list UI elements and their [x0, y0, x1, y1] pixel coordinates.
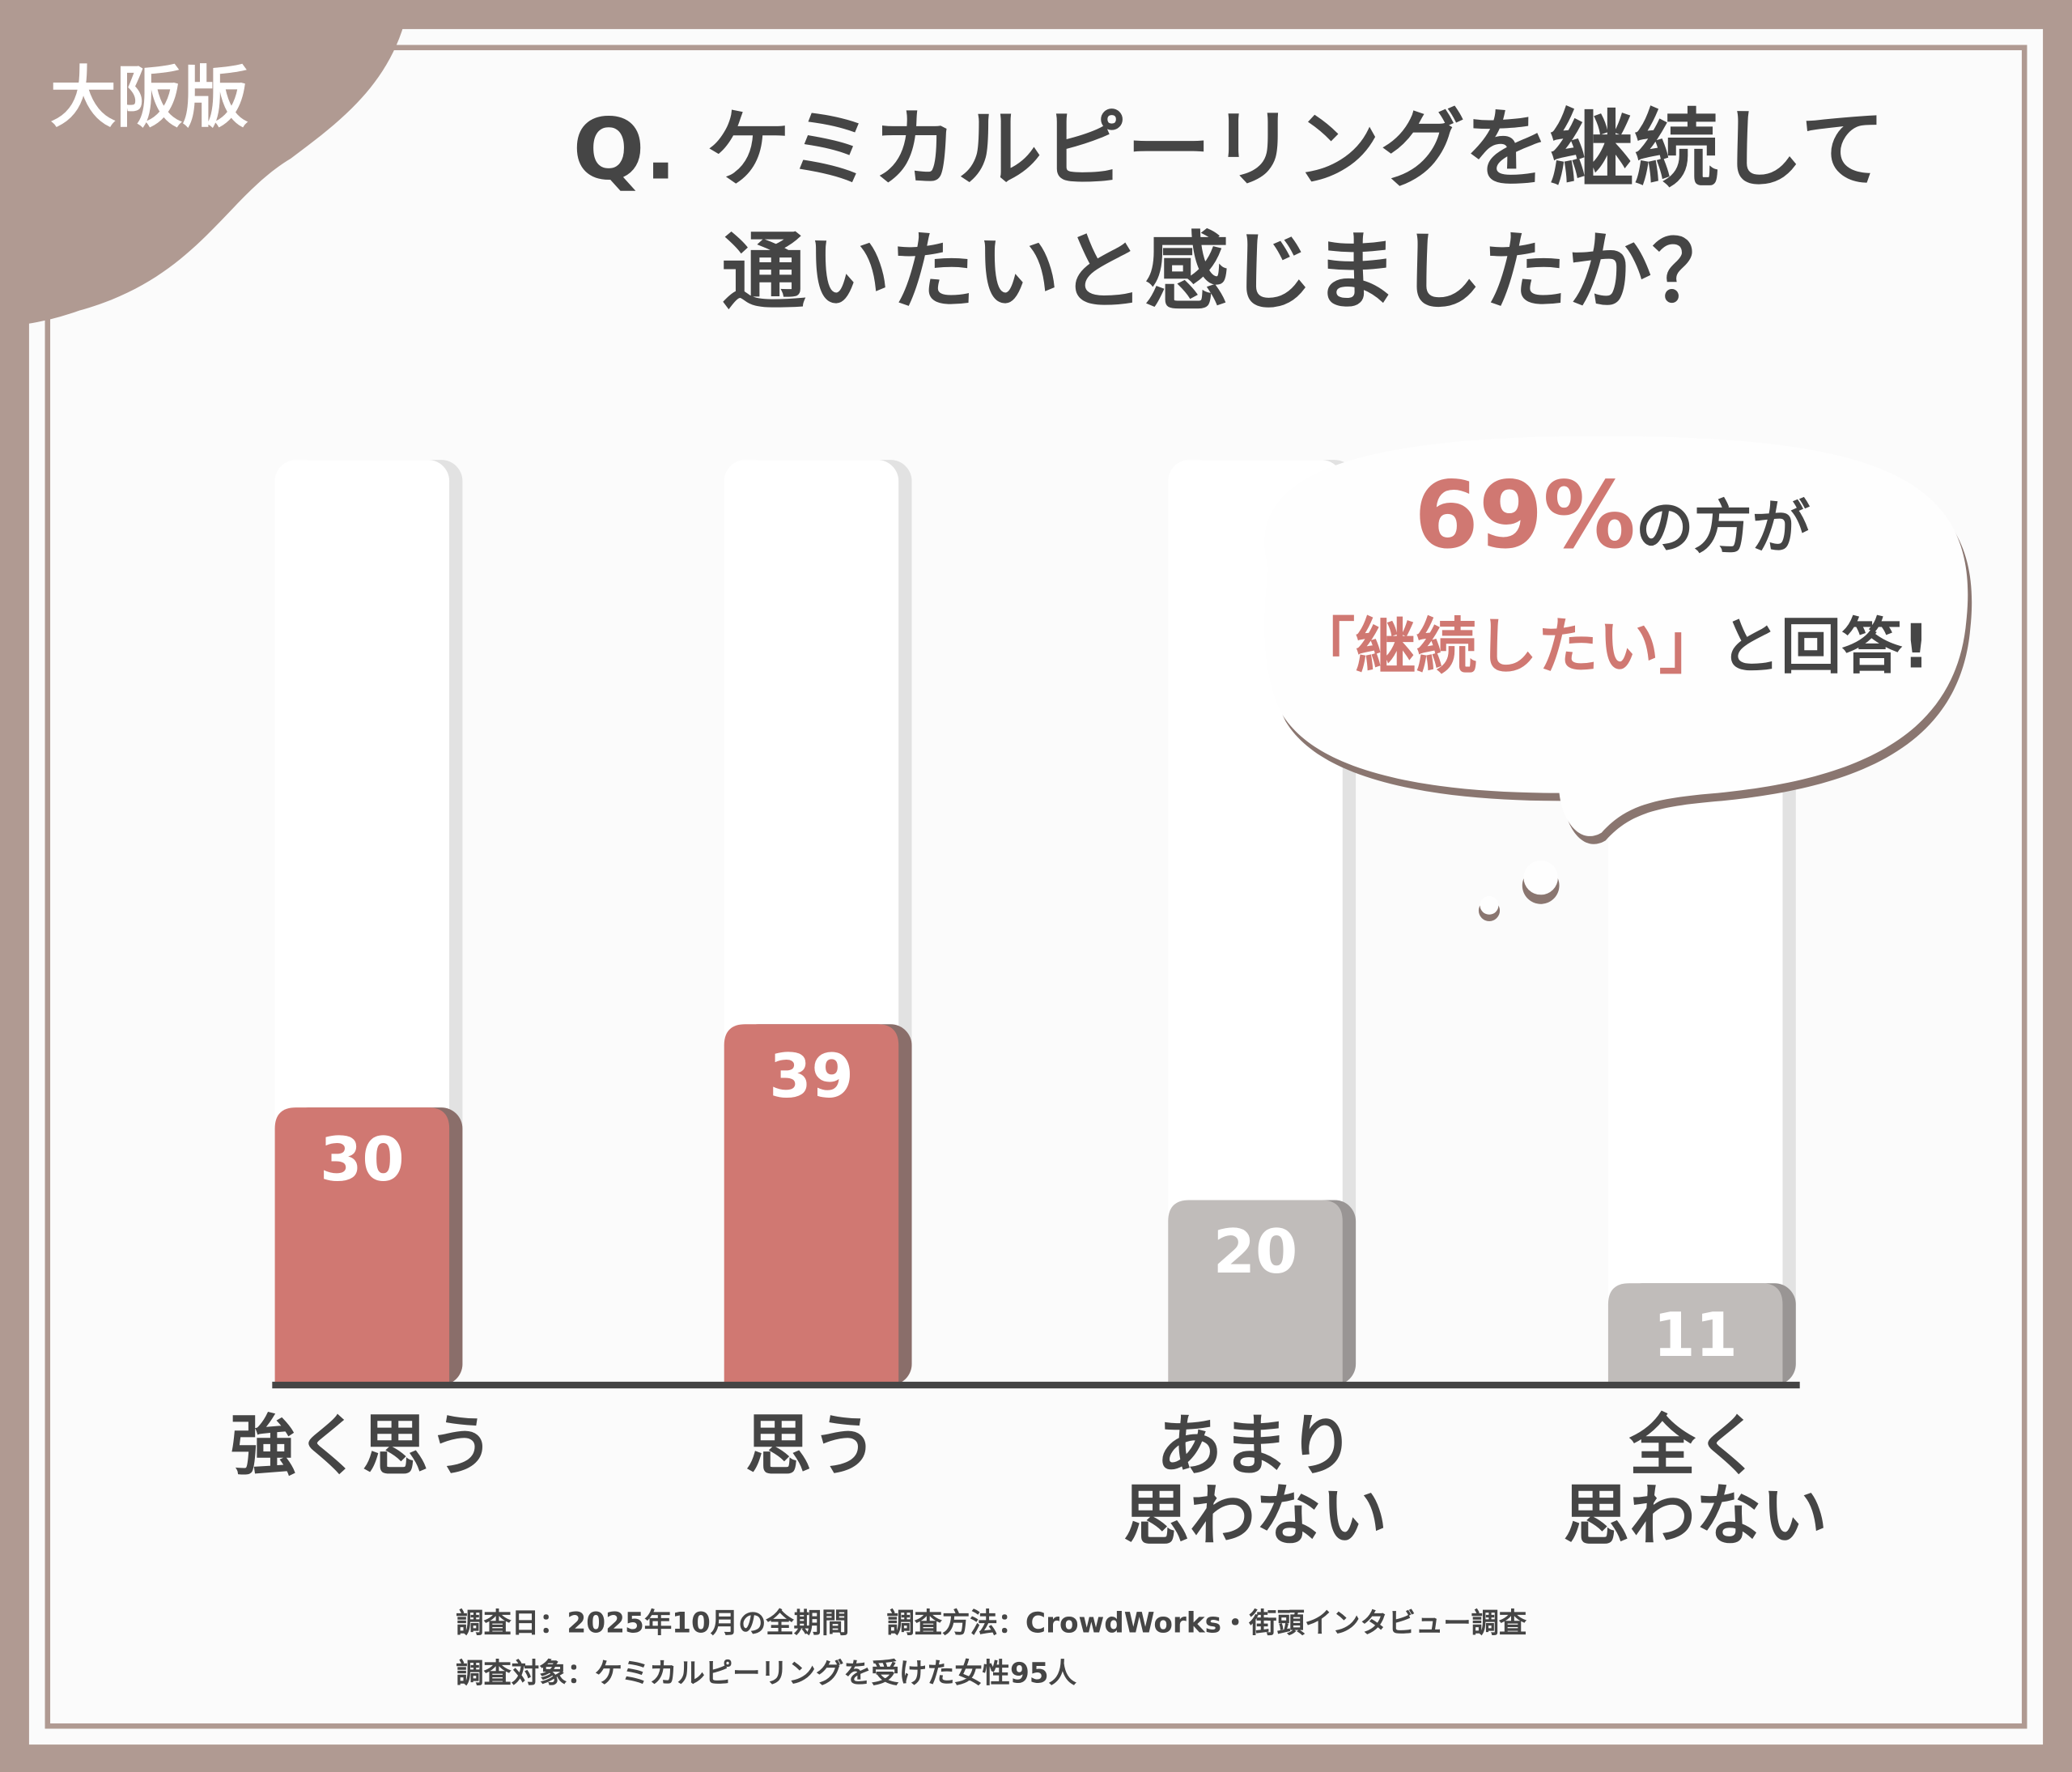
x-tick-label: あまり 思わない [1123, 1407, 1388, 1554]
x-tick-label: 思う [745, 1407, 878, 1485]
footer-line: 調査日：2025年10月の全期間 調査方法：CrowdWorks・街頭インタビュ… [456, 1607, 1527, 1639]
footer: 調査日：2025年10月の全期間 調査方法：CrowdWorks・街頭インタビュ… [456, 1600, 1526, 1699]
x-tick-label: 全く 思わない [1563, 1407, 1828, 1554]
callout-bubble [1264, 436, 1972, 921]
bar [724, 1024, 899, 1386]
chart-title: Q. ケミカルピーリングを継続して 通いたいと感じましたか？ [572, 101, 1886, 323]
value-label: 39 [769, 1040, 854, 1111]
callout-line: 69%の方が [1268, 460, 1955, 571]
callout-dot [1523, 860, 1558, 895]
callout-text: と回答! [1719, 610, 1930, 682]
bar [1607, 1283, 1783, 1386]
value-label: 11 [1653, 1299, 1738, 1370]
badge: 大阪版 [50, 59, 248, 137]
badge-shape [0, 0, 410, 328]
value-label: 30 [320, 1124, 405, 1195]
callout-line: 「継続したい」と回答! [1268, 610, 1955, 683]
frame [45, 45, 2027, 1729]
bar [1168, 1200, 1343, 1386]
value-label: 20 [1213, 1216, 1298, 1287]
x-tick-label: 強く思う [230, 1407, 495, 1485]
bar [274, 1107, 450, 1386]
callout-dot [1480, 895, 1499, 915]
callout-body [1264, 436, 1968, 836]
footer-line: 調査対象：ケミカルピーリングを受けた女性95人 [456, 1657, 1076, 1689]
callout-highlight: 69% [1414, 461, 1636, 570]
callout-highlight: 「継続したい」 [1294, 610, 1720, 682]
callout-text: の方が [1635, 494, 1811, 562]
